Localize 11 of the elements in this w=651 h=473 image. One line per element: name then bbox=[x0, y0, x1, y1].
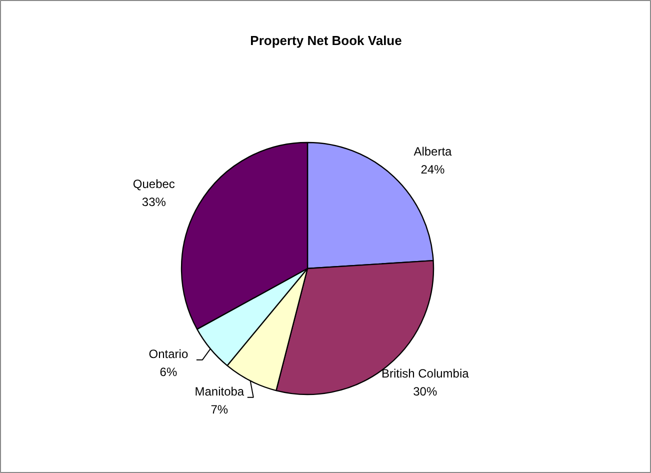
data-label: 7% bbox=[210, 402, 228, 416]
data-label: 30% bbox=[413, 384, 438, 399]
data-label: 33% bbox=[142, 195, 166, 210]
slice-label: British Columbia bbox=[381, 366, 470, 381]
slice-label: Quebec bbox=[132, 177, 175, 192]
slice-label: Ontario bbox=[148, 346, 188, 361]
data-label: 6% bbox=[160, 364, 178, 379]
data-label: 24% bbox=[420, 162, 446, 177]
slice-label: Alberta bbox=[414, 144, 452, 159]
chart-title: Property Net Book Value bbox=[250, 33, 402, 48]
slice-label: Manitoba bbox=[194, 384, 244, 398]
